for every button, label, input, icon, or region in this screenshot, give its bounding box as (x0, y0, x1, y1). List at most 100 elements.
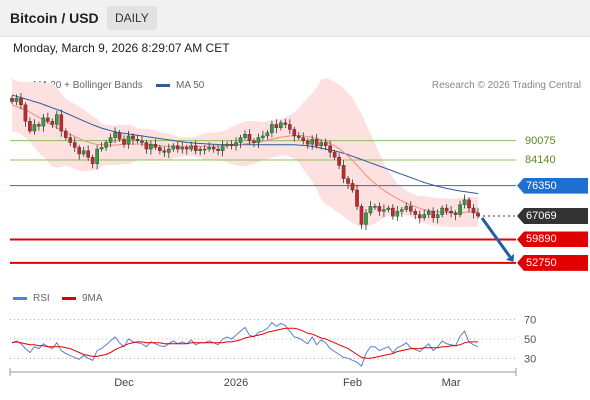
candle (68, 133, 73, 147)
candle (95, 145, 99, 170)
candle (149, 140, 153, 155)
rsi-tick-label: 30 (524, 353, 536, 365)
candle (462, 194, 467, 209)
candle (261, 130, 265, 141)
candle-body (350, 183, 355, 191)
candle-body (270, 124, 274, 133)
candle-body (395, 211, 400, 217)
candle (279, 120, 283, 131)
period-button[interactable]: DAILY (107, 6, 157, 30)
candle-body (377, 206, 382, 212)
candle (144, 139, 149, 154)
candle-body (476, 212, 480, 217)
candle (207, 142, 211, 152)
candle-body (305, 140, 310, 145)
candle (171, 143, 176, 152)
candle-body (265, 132, 270, 137)
candle-body (328, 145, 332, 153)
candle-body (252, 140, 256, 143)
candle (435, 209, 440, 224)
rsi-label: RSI (33, 293, 50, 304)
price-label-84140: 84140 (525, 154, 556, 167)
candle-body (444, 207, 449, 212)
candle (319, 139, 323, 150)
timestamp: Monday, March 9, 2026 8:29:07 AM CET (13, 41, 230, 55)
legend-ma50: MA 50 (156, 80, 204, 91)
candle-body (171, 145, 176, 150)
candle-body (426, 211, 431, 215)
candle (292, 126, 297, 142)
candle-body (283, 122, 288, 125)
candle-body (59, 114, 64, 132)
candle (180, 142, 185, 154)
candle-body (364, 212, 368, 225)
candle (408, 201, 413, 215)
candle (10, 95, 14, 105)
candle (400, 207, 404, 217)
candle (471, 204, 476, 219)
candles (10, 93, 480, 230)
candle-body (323, 142, 328, 146)
rsi-tick-label: 70 (524, 315, 536, 327)
candle (28, 117, 32, 134)
candle (350, 179, 355, 193)
candle-body (41, 117, 46, 127)
candle (373, 203, 377, 210)
candle (449, 206, 453, 218)
ma20-line (11, 104, 478, 214)
candle (59, 109, 64, 137)
candle (252, 138, 256, 148)
candle (216, 145, 220, 156)
candle-body (458, 204, 462, 215)
candle-body (220, 145, 225, 151)
candle-body (404, 206, 409, 210)
candle (126, 130, 131, 149)
candle-body (158, 147, 162, 151)
candle (458, 200, 462, 218)
candle (77, 144, 82, 160)
forecast-arrow (480, 217, 515, 262)
candle-body (453, 212, 458, 215)
candle (426, 208, 431, 219)
candle-body (346, 178, 350, 184)
candle (162, 146, 167, 157)
candle-body (435, 214, 440, 219)
candle (37, 121, 41, 131)
candle-body (413, 211, 418, 215)
candle-body (86, 150, 90, 158)
candle (288, 119, 292, 134)
candle (431, 207, 435, 223)
candle-body (301, 137, 306, 142)
9ma-swatch (62, 297, 76, 300)
candle (198, 146, 202, 156)
price-label-52750: 52750 (517, 254, 588, 271)
candle (72, 137, 77, 152)
rsi-line (11, 321, 479, 367)
ma50-label: MA 50 (176, 80, 205, 91)
candle (413, 208, 418, 220)
candle (234, 137, 238, 151)
candle (90, 154, 95, 169)
candle (238, 134, 243, 149)
candle (305, 138, 310, 149)
candle (135, 135, 140, 144)
rsi-tick-label: 50 (524, 334, 536, 346)
candle-body (355, 189, 359, 207)
candle-body (37, 124, 41, 127)
candle-body (198, 148, 202, 151)
candle-body (256, 137, 261, 143)
candle (391, 204, 395, 220)
candle (359, 203, 364, 229)
candle-body (207, 147, 211, 150)
candle (175, 141, 180, 153)
candle (32, 119, 37, 135)
candle-body (319, 142, 323, 146)
candle-body (292, 129, 297, 137)
candle-body (288, 124, 292, 130)
candle (467, 197, 471, 213)
candle (50, 118, 55, 129)
candle (19, 93, 23, 110)
candle-body (135, 139, 140, 142)
candle-body (72, 142, 77, 148)
